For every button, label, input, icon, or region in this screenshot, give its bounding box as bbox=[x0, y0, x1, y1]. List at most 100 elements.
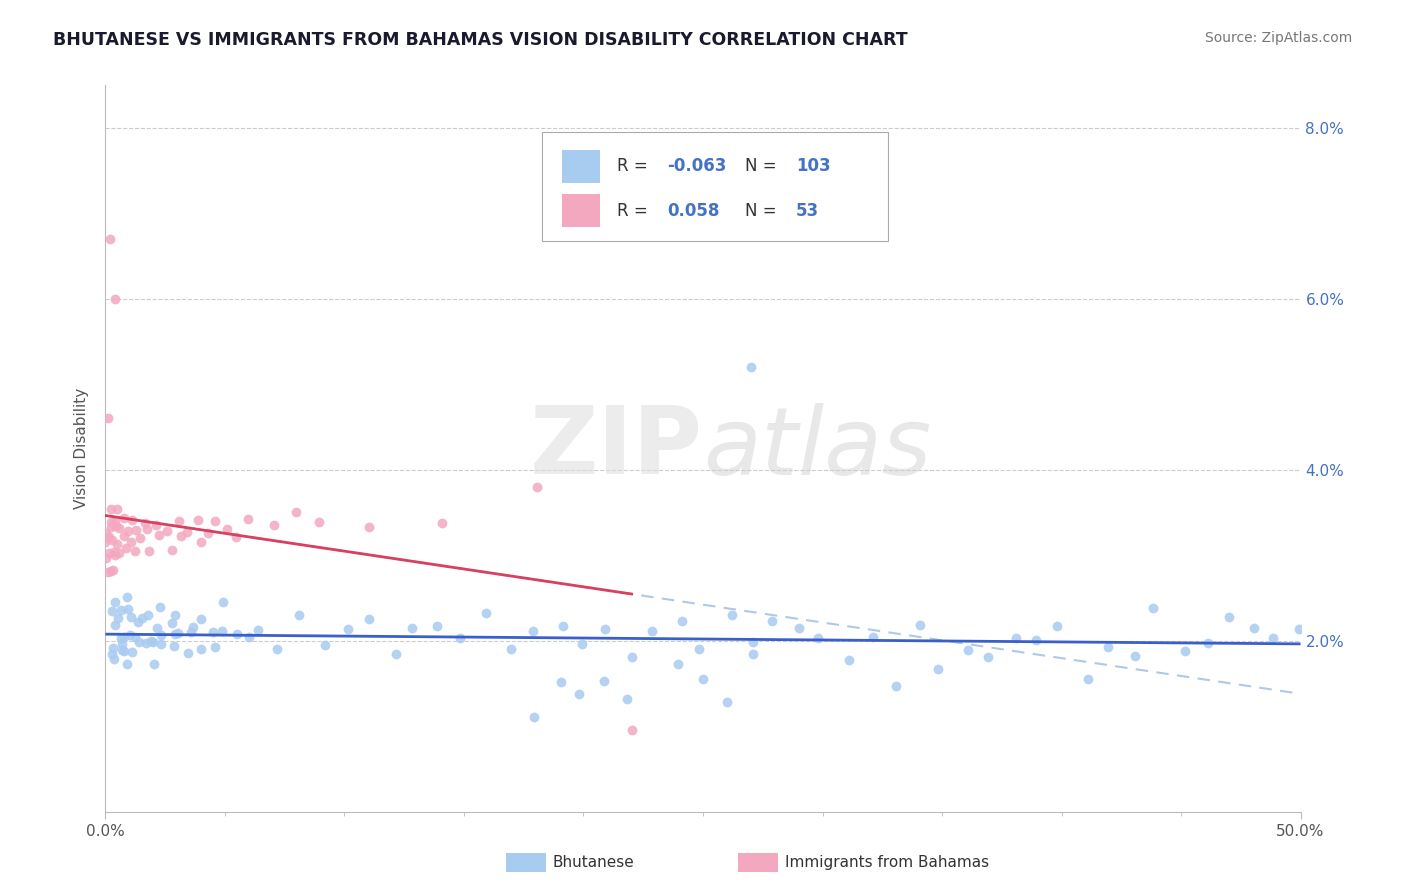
Text: N =: N = bbox=[745, 202, 782, 219]
Point bbox=[112, 631, 135, 645]
Point bbox=[117, 601, 139, 615]
Point bbox=[308, 516, 330, 530]
Point bbox=[101, 640, 124, 655]
Point bbox=[263, 518, 285, 533]
Point bbox=[136, 607, 159, 622]
Point bbox=[266, 642, 288, 657]
Point bbox=[202, 625, 225, 640]
FancyBboxPatch shape bbox=[562, 194, 600, 227]
Point bbox=[688, 642, 710, 657]
Point bbox=[110, 631, 132, 645]
Point bbox=[884, 679, 907, 693]
Point bbox=[204, 640, 226, 655]
Point bbox=[128, 531, 150, 545]
Point bbox=[100, 520, 122, 534]
Point bbox=[98, 232, 121, 246]
Point bbox=[124, 543, 146, 558]
Point bbox=[180, 625, 202, 640]
Point bbox=[862, 631, 884, 645]
Point bbox=[128, 635, 150, 649]
Point bbox=[121, 513, 143, 527]
Point bbox=[104, 292, 127, 306]
Point bbox=[103, 618, 125, 632]
Text: atlas: atlas bbox=[703, 402, 931, 494]
Point bbox=[226, 626, 249, 640]
Point bbox=[401, 621, 423, 635]
Point bbox=[177, 647, 200, 661]
Point bbox=[101, 533, 124, 547]
Point bbox=[595, 622, 617, 636]
Point bbox=[671, 614, 693, 628]
Point bbox=[238, 630, 260, 644]
Point bbox=[197, 526, 219, 541]
Point bbox=[104, 595, 127, 609]
Point bbox=[1197, 636, 1219, 650]
Point bbox=[1218, 609, 1240, 624]
Point bbox=[135, 636, 157, 650]
Point bbox=[1261, 632, 1284, 646]
Text: 0.058: 0.058 bbox=[666, 202, 720, 219]
FancyBboxPatch shape bbox=[541, 132, 889, 241]
Point bbox=[100, 502, 122, 516]
Point bbox=[1288, 623, 1310, 637]
Point bbox=[117, 524, 139, 538]
Point bbox=[1174, 644, 1197, 658]
Point bbox=[668, 657, 690, 671]
Point bbox=[150, 628, 173, 642]
Point bbox=[1142, 600, 1164, 615]
Point bbox=[120, 534, 142, 549]
Point bbox=[100, 564, 122, 578]
Point bbox=[111, 637, 134, 651]
Point bbox=[111, 643, 134, 657]
Point bbox=[620, 723, 643, 737]
Point bbox=[426, 619, 449, 633]
Point bbox=[100, 515, 122, 529]
Point bbox=[838, 653, 860, 667]
Point bbox=[927, 663, 949, 677]
Point bbox=[284, 505, 307, 519]
Text: ZIP: ZIP bbox=[530, 402, 703, 494]
Point bbox=[616, 692, 638, 706]
Point bbox=[807, 631, 830, 645]
Point bbox=[1005, 632, 1028, 646]
Point bbox=[96, 551, 118, 566]
Point bbox=[97, 546, 120, 560]
Point bbox=[97, 565, 120, 579]
Point bbox=[592, 673, 614, 688]
Point bbox=[720, 607, 742, 622]
Point bbox=[449, 632, 471, 646]
Point bbox=[1243, 621, 1265, 635]
Point bbox=[430, 516, 453, 530]
Point bbox=[107, 611, 129, 625]
Point bbox=[246, 623, 269, 637]
Y-axis label: Vision Disability: Vision Disability bbox=[75, 388, 90, 508]
Point bbox=[550, 674, 572, 689]
Point bbox=[160, 616, 183, 631]
Point bbox=[176, 524, 198, 539]
Point bbox=[1046, 619, 1069, 633]
Point bbox=[110, 603, 132, 617]
Point bbox=[977, 649, 1000, 664]
Point bbox=[105, 502, 128, 516]
Point bbox=[156, 524, 179, 538]
Point bbox=[499, 641, 522, 656]
Point bbox=[115, 657, 138, 671]
Point bbox=[142, 635, 165, 649]
Text: Bhutanese: Bhutanese bbox=[553, 855, 634, 870]
Point bbox=[742, 635, 765, 649]
Point bbox=[104, 514, 127, 528]
Point bbox=[204, 514, 226, 528]
Text: 53: 53 bbox=[796, 202, 820, 219]
Point bbox=[121, 645, 143, 659]
Point bbox=[225, 530, 247, 544]
Text: -0.063: -0.063 bbox=[666, 157, 727, 175]
Point bbox=[1077, 673, 1099, 687]
Text: R =: R = bbox=[617, 202, 652, 219]
Point bbox=[124, 630, 146, 644]
Point bbox=[103, 652, 125, 666]
Point bbox=[238, 512, 260, 526]
Point bbox=[97, 411, 120, 425]
Point bbox=[385, 647, 408, 661]
Point bbox=[104, 519, 127, 533]
Point bbox=[568, 687, 591, 701]
